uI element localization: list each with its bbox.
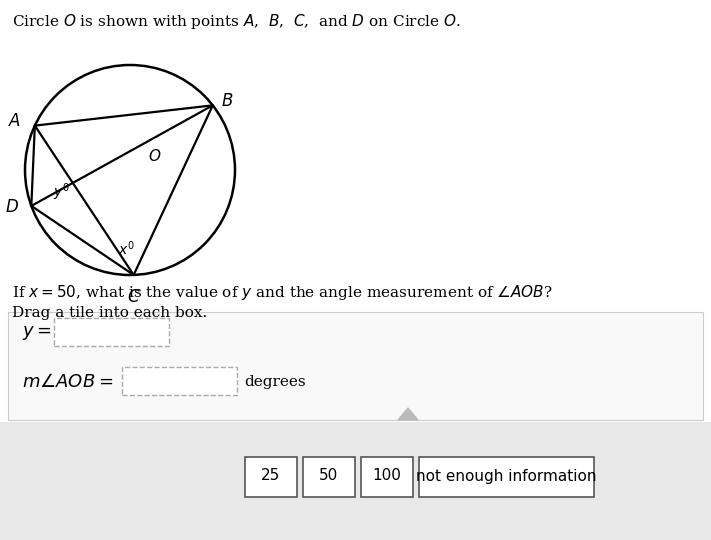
Text: $x^0$: $x^0$ bbox=[117, 240, 134, 258]
Text: $A$: $A$ bbox=[8, 113, 21, 130]
FancyBboxPatch shape bbox=[303, 457, 355, 497]
Text: not enough information: not enough information bbox=[416, 469, 597, 483]
FancyBboxPatch shape bbox=[245, 457, 297, 497]
Text: If $x = 50$, what is the value of $y$ and the angle measurement of $\angle AOB$?: If $x = 50$, what is the value of $y$ an… bbox=[12, 283, 552, 302]
Text: 25: 25 bbox=[262, 469, 281, 483]
Text: 100: 100 bbox=[373, 469, 402, 483]
Text: $y^0$: $y^0$ bbox=[53, 181, 70, 202]
FancyBboxPatch shape bbox=[419, 457, 594, 497]
Text: Circle $O$ is shown with points $A$,  $B$,  $C$,  and $D$ on Circle $O$.: Circle $O$ is shown with points $A$, $B$… bbox=[12, 12, 461, 31]
FancyBboxPatch shape bbox=[0, 422, 711, 540]
Text: $y =$: $y =$ bbox=[22, 324, 52, 342]
FancyBboxPatch shape bbox=[361, 457, 413, 497]
Text: $O$: $O$ bbox=[148, 148, 161, 164]
Text: 50: 50 bbox=[319, 469, 338, 483]
Text: degrees: degrees bbox=[244, 375, 306, 389]
Text: $D$: $D$ bbox=[5, 199, 19, 217]
Text: $m\angle AOB =$: $m\angle AOB =$ bbox=[22, 373, 113, 391]
FancyBboxPatch shape bbox=[54, 318, 169, 346]
Text: $C$: $C$ bbox=[127, 289, 141, 306]
FancyBboxPatch shape bbox=[8, 312, 703, 420]
FancyBboxPatch shape bbox=[122, 367, 237, 395]
Text: Drag a tile into each box.: Drag a tile into each box. bbox=[12, 306, 207, 320]
Polygon shape bbox=[398, 408, 418, 420]
Text: $B$: $B$ bbox=[220, 93, 233, 110]
